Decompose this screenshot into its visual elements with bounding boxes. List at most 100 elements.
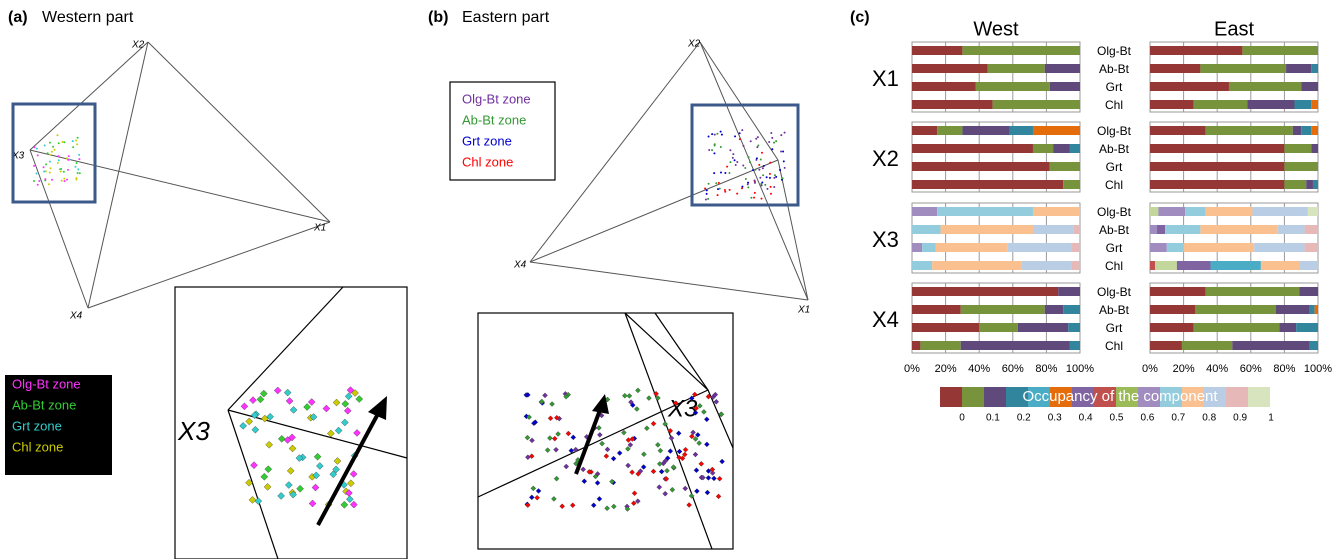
sample-point bbox=[662, 458, 669, 464]
sample-point bbox=[667, 448, 674, 454]
bar-segment bbox=[1294, 100, 1312, 109]
zoom-panel bbox=[477, 312, 734, 550]
sample-point bbox=[770, 131, 773, 134]
sample-point bbox=[71, 140, 74, 143]
sample-point bbox=[78, 153, 81, 156]
panel-label: (c) bbox=[850, 9, 870, 26]
bar-segment bbox=[1009, 126, 1033, 135]
sample-point bbox=[782, 160, 785, 163]
bar-segment bbox=[1200, 225, 1278, 234]
vertex-label: X4 bbox=[69, 311, 83, 322]
zone-label: Chl bbox=[1105, 98, 1123, 112]
sample-point bbox=[350, 500, 358, 509]
zoom-box bbox=[11, 102, 97, 204]
sample-point bbox=[749, 140, 752, 143]
sample-point bbox=[676, 448, 683, 455]
sample-point bbox=[724, 171, 727, 174]
sample-point bbox=[704, 187, 707, 190]
sample-point bbox=[682, 446, 689, 453]
sample-point bbox=[760, 151, 763, 154]
bar-segment bbox=[1311, 64, 1318, 73]
bar-segment bbox=[1279, 323, 1297, 332]
sample-point bbox=[248, 496, 257, 504]
bar-segment bbox=[912, 341, 921, 350]
bar-segment bbox=[912, 46, 963, 55]
zone-label: Olg-Bt bbox=[1097, 285, 1132, 299]
zone-label: Ab-Bt bbox=[1099, 223, 1130, 237]
sample-point bbox=[592, 473, 599, 480]
bar-segment bbox=[912, 305, 961, 314]
sample-point bbox=[761, 181, 764, 184]
bar-segment bbox=[1284, 162, 1318, 171]
bar-segment bbox=[1314, 305, 1318, 314]
sample-point bbox=[629, 402, 636, 408]
colorbar-swatch bbox=[1116, 387, 1138, 407]
sample-point bbox=[658, 468, 665, 475]
sample-point bbox=[285, 397, 294, 405]
legend-label: Olg-Bt zone bbox=[12, 376, 81, 391]
sample-point bbox=[657, 447, 664, 454]
sample-point bbox=[634, 406, 640, 412]
sample-point bbox=[553, 446, 559, 453]
colorbar-swatch bbox=[1006, 387, 1028, 407]
sample-point bbox=[524, 502, 531, 508]
sample-point bbox=[308, 499, 317, 508]
sample-point bbox=[753, 191, 756, 194]
sample-point bbox=[748, 161, 751, 164]
sample-point bbox=[719, 130, 722, 133]
x-tick-label: 80% bbox=[1273, 363, 1295, 375]
sample-point bbox=[626, 393, 633, 399]
vertex-label: X1 bbox=[797, 305, 810, 316]
sample-point bbox=[66, 168, 69, 171]
group-label: X1 bbox=[872, 66, 899, 91]
zone-label: Grt bbox=[1106, 321, 1123, 335]
sample-point bbox=[692, 409, 699, 416]
sample-point bbox=[747, 186, 750, 189]
bar-segment bbox=[992, 100, 1080, 109]
sample-point bbox=[333, 457, 342, 465]
sample-points bbox=[704, 129, 786, 201]
sample-point bbox=[754, 168, 757, 171]
sample-point bbox=[629, 469, 635, 476]
sample-point bbox=[759, 176, 762, 179]
sample-point bbox=[322, 404, 331, 413]
sample-points bbox=[33, 134, 81, 186]
bar-segment bbox=[987, 64, 1045, 73]
sample-point bbox=[597, 432, 603, 438]
bar-segment bbox=[1071, 261, 1080, 270]
sample-point bbox=[616, 450, 623, 456]
sample-point bbox=[629, 436, 636, 442]
sample-point bbox=[327, 429, 335, 438]
colorbar-tick-label: 0.8 bbox=[1202, 413, 1216, 424]
bar-segment bbox=[1292, 126, 1302, 135]
sample-point bbox=[539, 398, 545, 405]
sample-point bbox=[35, 147, 38, 150]
sample-point bbox=[669, 486, 676, 493]
x-tick-label: 20% bbox=[1173, 363, 1195, 375]
sample-point bbox=[596, 496, 603, 502]
sample-point bbox=[688, 395, 695, 402]
vertex-label: X1 bbox=[313, 223, 326, 234]
sample-point bbox=[653, 390, 659, 397]
sample-point bbox=[532, 419, 539, 425]
sample-point bbox=[682, 485, 689, 492]
sample-point bbox=[596, 425, 602, 431]
sample-point bbox=[780, 150, 783, 153]
sample-point bbox=[36, 154, 39, 157]
sample-point bbox=[679, 455, 686, 462]
sample-point bbox=[43, 170, 46, 173]
sample-point bbox=[551, 435, 558, 442]
sample-point bbox=[48, 160, 51, 163]
bar-segment bbox=[1150, 225, 1157, 234]
bar-segment bbox=[1150, 261, 1156, 270]
sample-point bbox=[622, 392, 628, 399]
sample-point bbox=[345, 489, 353, 497]
sample-point bbox=[773, 176, 776, 179]
sample-point bbox=[603, 453, 610, 459]
bar-segment bbox=[1044, 64, 1080, 73]
sample-point bbox=[718, 187, 721, 190]
sample-point bbox=[686, 502, 692, 508]
legend-label: Chl zone bbox=[462, 154, 513, 169]
sample-point bbox=[656, 484, 663, 490]
